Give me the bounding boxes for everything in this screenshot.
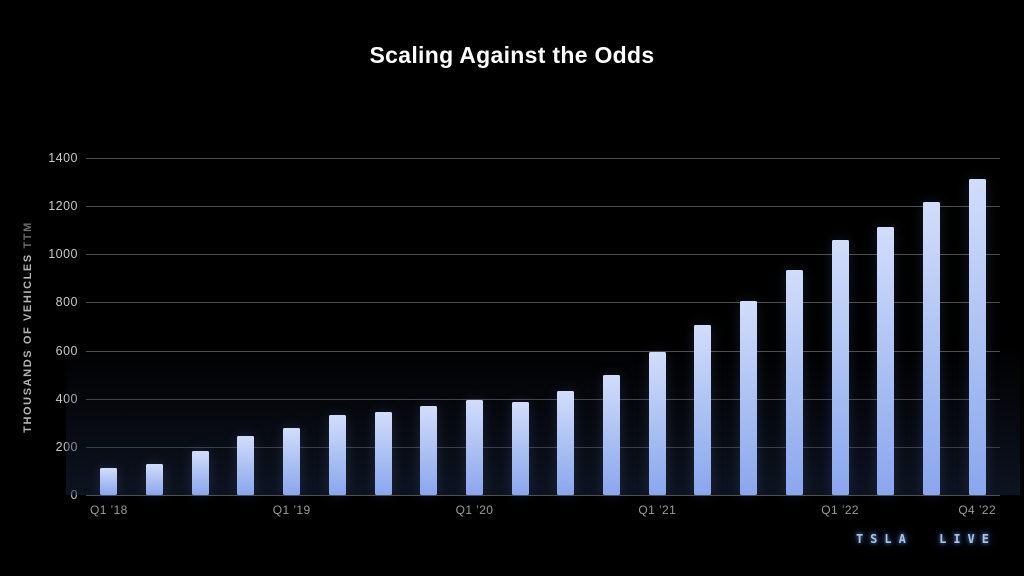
y-tick-label-1200: 1200 — [48, 199, 78, 214]
bar-Q3-’20 — [557, 391, 575, 495]
x-tick-label: Q1 ’19 — [272, 503, 311, 517]
bar-slot — [909, 158, 955, 495]
y-tick-label-600: 600 — [55, 343, 78, 358]
bar-Q2-’21 — [694, 325, 712, 495]
watermark-word-1: TSLA — [855, 532, 913, 546]
bar-slot: Q1 ’19 — [269, 158, 315, 517]
bar-slot — [543, 158, 589, 495]
bar-Q4-’22 — [968, 178, 986, 495]
gridline-1400 — [86, 158, 1000, 159]
bar-slot — [497, 158, 543, 495]
x-tick-label: Q1 ’18 — [89, 503, 128, 517]
bar-slot: Q1 ’22 — [817, 158, 863, 517]
bar-slot — [863, 158, 909, 495]
bar-Q4-’20 — [603, 374, 621, 495]
y-axis-tick-labels: 0 200 400 600 800 1000 1200 1400 — [0, 151, 78, 502]
bar-Q1-’18 — [100, 467, 118, 495]
bar-Q1-’19 — [283, 428, 301, 495]
bar-slot: Q1 ’21 — [634, 158, 680, 517]
gridline-800 — [86, 302, 1000, 304]
gridline-1000 — [86, 254, 1000, 256]
bar-Q4-’18 — [237, 436, 255, 495]
bar-Q4-’19 — [420, 406, 438, 495]
x-tick-label: Q1 ’20 — [455, 503, 494, 517]
watermark: TSLA LIVE — [856, 532, 996, 546]
y-tick-label-0: 0 — [70, 488, 78, 502]
bar-slot — [589, 158, 635, 495]
bar-slot: Q1 ’20 — [452, 158, 498, 517]
watermark-word-2: LIVE — [939, 532, 996, 546]
bar-Q3-’18 — [191, 450, 209, 495]
bar-Q1-’21 — [648, 351, 666, 495]
bar-slot: Q4 ’22 — [954, 158, 1000, 517]
plot-area: Q1 ’18 Q1 ’19 Q1 ’20 Q1 ’21 Q1 ’22 Q4 ’22 — [66, 158, 1020, 517]
y-tick-label-1000: 1000 — [48, 247, 78, 262]
bar-slot — [315, 158, 361, 495]
bar-Q3-’22 — [923, 202, 940, 495]
bar-slot — [132, 158, 178, 495]
bar-slot — [680, 158, 726, 495]
bar-Q1-’20 — [465, 400, 483, 495]
bar-slot — [406, 158, 452, 495]
bar-series: Q1 ’18 Q1 ’19 Q1 ’20 Q1 ’21 Q1 ’22 Q4 ’22 — [86, 158, 1000, 517]
bar-Q2-’20 — [511, 401, 529, 495]
gridline-0 — [86, 495, 1000, 496]
gridline-1200 — [86, 206, 1000, 208]
bar-slot — [772, 158, 818, 495]
chart-title: Scaling Against the Odds — [369, 42, 655, 68]
bar-Q2-’18 — [146, 464, 164, 495]
y-tick-label-800: 800 — [55, 295, 78, 310]
bar-slot — [726, 158, 772, 495]
bar-slot — [177, 158, 223, 495]
bar-Q4-’21 — [785, 269, 803, 495]
bar-Q1-’22 — [831, 239, 849, 495]
bar-Q2-’22 — [877, 226, 895, 495]
y-tick-label-200: 200 — [55, 439, 78, 454]
bar-slot — [360, 158, 406, 495]
x-tick-label: Q1 ’21 — [638, 503, 677, 517]
bar-slot: Q1 ’18 — [86, 158, 132, 517]
x-tick-label: Q4 ’22 — [958, 503, 997, 517]
x-tick-label: Q1 ’22 — [821, 503, 859, 517]
bar-Q2-’19 — [328, 414, 346, 495]
y-tick-label-400: 400 — [55, 391, 78, 406]
y-tick-label-1400: 1400 — [48, 151, 78, 165]
bar-Q3-’21 — [740, 300, 758, 495]
bar-Q3-’19 — [374, 411, 392, 495]
bar-slot — [223, 158, 269, 495]
